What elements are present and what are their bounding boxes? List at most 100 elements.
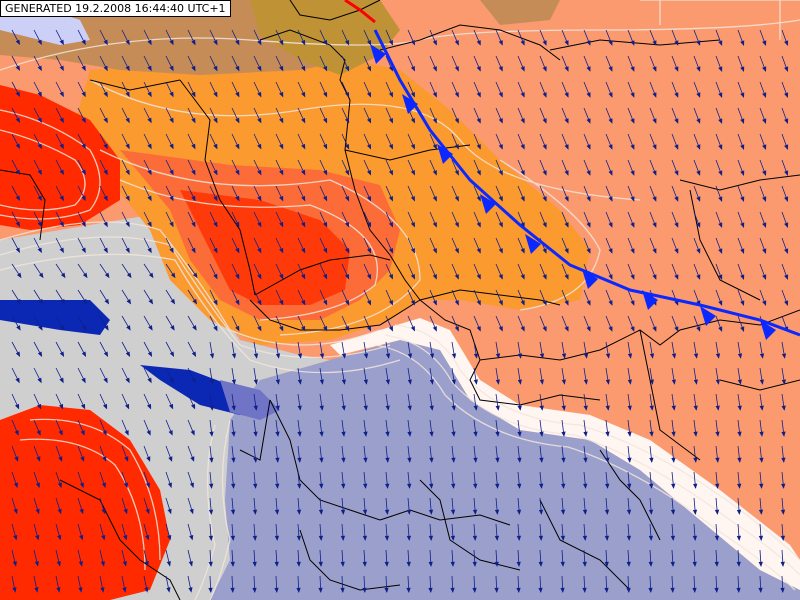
warm-core-nw — [0, 85, 120, 230]
wind-arrow-head — [385, 457, 390, 463]
wind-arrow-head — [781, 405, 786, 411]
wind-arrow-head — [454, 92, 459, 98]
wind-arrow-head — [432, 274, 437, 280]
wind-arrow-head — [301, 91, 306, 98]
wind-arrow-head — [103, 65, 108, 72]
wind-arrow-head — [582, 587, 587, 594]
wind-arrow-head — [209, 457, 214, 463]
wind-arrow-head — [384, 535, 390, 542]
wind-arrow-head — [410, 91, 415, 98]
wind-arrow-head — [561, 457, 566, 463]
border-line — [119, 539, 181, 600]
wind-arrow-head — [213, 273, 218, 280]
wind-arrow-head — [583, 405, 588, 411]
border-line — [549, 39, 721, 51]
wind-arrow-head — [103, 117, 108, 124]
wind-arrow-head — [274, 561, 279, 568]
wind-arrow-head — [257, 91, 262, 98]
warm-core-sw — [0, 405, 170, 600]
wind-arrow-head — [693, 353, 699, 359]
wind-arrow-head — [191, 117, 196, 124]
wind-arrow-head — [608, 248, 613, 254]
wind-arrow-head — [407, 483, 412, 489]
wind-arrow-head — [103, 195, 108, 202]
wind-arrow-head — [35, 482, 40, 489]
wind-arrow-head — [34, 587, 39, 593]
wind-arrow-head — [450, 509, 456, 515]
wind-arrow-head — [608, 170, 613, 176]
wind-arrow-head — [301, 273, 306, 280]
wind-arrow-head — [759, 405, 764, 411]
wind-arrow-head — [542, 40, 547, 46]
wind-arrow-head — [472, 535, 478, 542]
wind-arrow-head — [344, 40, 350, 46]
wind-arrow-head — [608, 92, 613, 98]
wind-arrow-head — [81, 377, 86, 384]
wind-arrow-head — [235, 325, 240, 332]
wind-arrow-head — [520, 118, 525, 124]
wind-arrow-head — [626, 587, 631, 594]
wind-arrow-head — [257, 325, 262, 332]
wind-arrow-head — [275, 457, 280, 463]
wind-arrow-head — [34, 561, 39, 567]
wind-arrow-head — [714, 509, 720, 515]
cold-field — [200, 340, 800, 600]
wind-arrow-head — [671, 431, 676, 437]
wind-arrow-head — [104, 298, 110, 305]
border-line — [0, 169, 46, 241]
wind-arrow-head — [37, 221, 42, 228]
wind-arrow-head — [432, 118, 437, 124]
border-line — [469, 359, 601, 406]
wind-arrow-head — [340, 535, 346, 542]
wind-arrow-head — [16, 272, 22, 279]
wind-arrow-head — [476, 326, 481, 332]
wind-arrow-head — [274, 535, 280, 542]
wind-arrow-head — [123, 508, 128, 515]
wind-arrow-head — [498, 66, 503, 72]
wind-arrow-head — [538, 535, 544, 542]
wind-arrow-head — [407, 431, 412, 437]
wind-arrow-head — [649, 379, 654, 385]
wind-arrow-head — [362, 535, 368, 542]
wind-arrow-head — [476, 222, 481, 228]
wind-arrow-head — [340, 509, 346, 515]
wind-arrow-head — [718, 40, 723, 46]
wind-arrow-head — [213, 117, 218, 124]
wind-arrow-head — [583, 431, 588, 437]
wind-arrow-head — [104, 325, 109, 331]
border-line — [89, 79, 181, 91]
front-barb — [437, 144, 453, 164]
wind-arrow-head — [103, 351, 109, 358]
border-line — [344, 144, 471, 161]
wind-arrow-head — [388, 325, 393, 332]
wind-arrow-head — [517, 457, 522, 463]
wind-arrow-head — [674, 66, 679, 72]
wind-arrow-head — [301, 117, 306, 124]
wind-arrow-head — [388, 169, 393, 176]
wind-arrow-head — [473, 379, 478, 385]
wind-arrow-head — [608, 66, 613, 72]
wind-arrow-head — [630, 222, 635, 228]
isoline — [19, 438, 146, 571]
wind-arrow-head — [652, 222, 657, 228]
wind-arrow-head — [344, 326, 350, 332]
wind-arrow-head — [696, 118, 701, 124]
wind-arrow-head — [693, 483, 698, 489]
wind-arrow-head — [125, 65, 130, 72]
wind-arrow-head — [762, 274, 767, 280]
wind-arrow-head — [674, 118, 679, 124]
wind-arrow-head — [275, 379, 280, 385]
wind-arrow-head — [318, 509, 324, 515]
wind-arrow-head — [341, 379, 346, 385]
wind-arrow-head — [608, 222, 613, 228]
wind-arrow-head — [737, 405, 742, 411]
wind-arrow-head — [495, 431, 500, 437]
wind-arrow-head — [82, 325, 87, 331]
wind-arrow-head — [385, 431, 390, 437]
wind-arrow-head — [257, 273, 262, 280]
wind-arrow-head — [253, 431, 258, 437]
wind-arrow-head — [648, 561, 653, 568]
wind-arrow-head — [564, 66, 569, 72]
wind-arrow-head — [718, 300, 723, 306]
wind-arrow-head — [696, 92, 701, 98]
